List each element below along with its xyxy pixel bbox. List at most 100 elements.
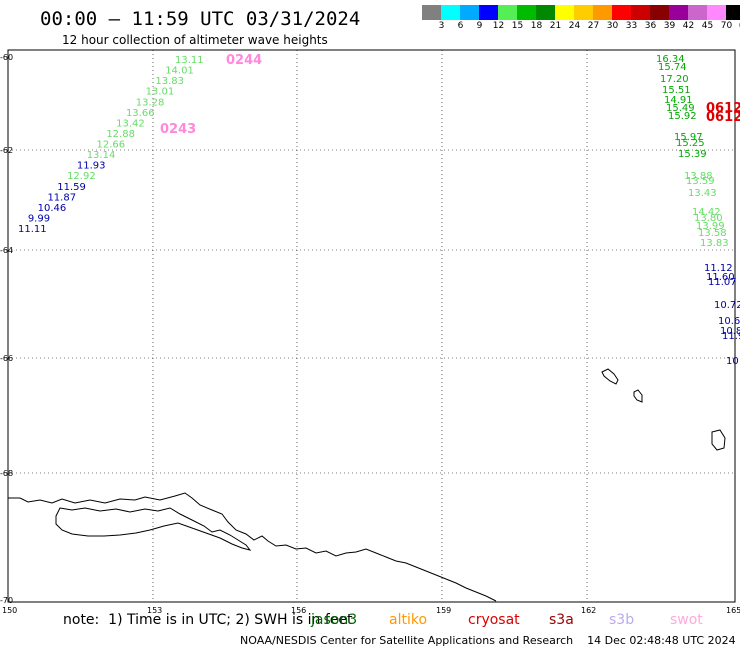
wave-height-label: 13.88 <box>684 171 713 182</box>
lat-tick-label: -70 <box>0 596 13 605</box>
color-scale-tick: 18 <box>530 21 543 31</box>
antarctic-coastline <box>8 492 497 602</box>
wave-height-label: 15.74 <box>658 62 687 73</box>
island-1 <box>601 368 619 385</box>
satellite-legend-jason3: jason3 <box>311 612 358 628</box>
color-scale-swatch <box>707 5 726 20</box>
color-scale-unit: (ft) <box>736 21 740 31</box>
satellite-legend-altiko: altiko <box>389 612 428 628</box>
wave-height-label: 15.51 <box>662 85 691 96</box>
wave-height-label: 10.8 <box>720 326 740 337</box>
color-scale-tick: 15 <box>511 21 524 31</box>
wave-height-label: 13.80 <box>694 213 723 224</box>
wave-height-label: 14.42 <box>692 207 721 218</box>
island-3 <box>711 429 726 451</box>
wave-height-label: 16.34 <box>656 54 685 65</box>
lon-tick-label: 156 <box>291 606 306 615</box>
wave-height-label: 13.14 <box>87 150 116 161</box>
color-scale-tick: 42 <box>682 21 695 31</box>
wave-height-label: 15.25 <box>676 138 705 149</box>
lat-tick-label: -66 <box>0 354 13 363</box>
color-scale-swatch <box>688 5 707 20</box>
wave-height-label: 13.59 <box>686 176 715 187</box>
color-scale-tick: 3 <box>438 21 445 31</box>
color-scale-swatch <box>498 5 517 20</box>
satellite-legend-s3b: s3b <box>609 612 635 628</box>
pass-time-label: 0244 <box>226 53 262 68</box>
color-scale-swatch <box>479 5 498 20</box>
lat-tick-label: -62 <box>0 146 13 155</box>
color-scale-swatch <box>574 5 593 20</box>
lat-tick-label: -64 <box>0 246 13 255</box>
lon-tick-label: 159 <box>436 606 451 615</box>
wave-height-label: 15.92 <box>668 111 697 122</box>
map-frame <box>7 49 736 603</box>
wave-height-label: 13.83 <box>155 76 184 87</box>
color-scale-swatch <box>517 5 536 20</box>
color-scale-tick: 45 <box>701 21 714 31</box>
wave-height-label: 9.99 <box>28 213 50 224</box>
color-scale-tick: 30 <box>606 21 619 31</box>
wave-height-label: 11.12 <box>704 263 733 274</box>
color-scale-tick: 21 <box>549 21 562 31</box>
color-scale-tick: 70 <box>720 21 733 31</box>
wave-height-label: 13.42 <box>116 118 145 129</box>
wave-height-label: 10.72 <box>714 300 740 311</box>
wave-height-label: 14.91 <box>664 95 693 106</box>
lon-tick-label: 165 <box>726 606 740 615</box>
color-scale-tick: 36 <box>644 21 657 31</box>
wave-height-label: 13.66 <box>126 108 155 119</box>
color-scale-bar <box>422 5 740 20</box>
wave-height-label: 10 <box>726 356 739 367</box>
wave-height-label: 11.59 <box>57 182 86 193</box>
island-2 <box>633 389 643 403</box>
color-scale-swatch <box>555 5 574 20</box>
satellite-legend-cryosat: cryosat <box>468 612 520 628</box>
wave-height-label: 13.01 <box>146 87 175 98</box>
color-scale-swatch <box>669 5 688 20</box>
color-scale-swatch <box>536 5 555 20</box>
wave-height-label: 10.46 <box>38 203 67 214</box>
lat-tick-label: -68 <box>0 469 13 478</box>
color-scale-tick: 24 <box>568 21 581 31</box>
color-scale-swatch <box>726 5 740 20</box>
altimeter-tracks: 13.1114.0113.8313.0113.2813.6613.4212.88… <box>18 53 740 367</box>
wave-height-label: 13.28 <box>136 97 165 108</box>
color-scale-tick: 6 <box>457 21 464 31</box>
wave-height-label: 12.88 <box>106 129 135 140</box>
color-scale-swatch <box>593 5 612 20</box>
wave-height-label: 12.66 <box>97 140 126 151</box>
color-scale-tick: 33 <box>625 21 638 31</box>
wave-height-label: 11.07 <box>708 277 737 288</box>
pass-time-label: 0612 <box>706 101 740 116</box>
wave-height-label: 13.11 <box>175 55 204 66</box>
lat-tick-label: -60 <box>0 53 13 62</box>
wave-height-label: 11.60 <box>706 272 735 283</box>
wave-height-label: 11.11 <box>18 224 47 235</box>
pass-time-label: 0243 <box>160 122 196 137</box>
color-scale-tick: 27 <box>587 21 600 31</box>
wave-height-label: 11.93 <box>77 161 106 172</box>
wave-height-label: 14.01 <box>165 66 194 77</box>
wave-height-label: 15.39 <box>678 149 707 160</box>
color-scale-tick: 9 <box>476 21 483 31</box>
wave-height-label: 11.9 <box>722 331 740 342</box>
map-subtitle: 12 hour collection of altimeter wave hei… <box>62 33 328 47</box>
wave-height-label: 15.49 <box>666 103 695 114</box>
wave-height-label: 13.99 <box>696 221 725 232</box>
satellite-legend-swot: swot <box>670 612 703 628</box>
color-scale-swatch <box>650 5 669 20</box>
wave-height-label: 12.92 <box>67 171 96 182</box>
pass-time-label: 0612 <box>706 110 740 125</box>
note-text: note: 1) Time is in UTC; 2) SWH is in fe… <box>63 612 353 628</box>
lon-tick-label: 162 <box>581 606 596 615</box>
map-title: 00:00 – 11:59 UTC 03/31/2024 <box>40 8 361 30</box>
antarctic-inlet <box>55 507 252 551</box>
lon-tick-label: 153 <box>147 606 162 615</box>
color-scale-tick: 12 <box>492 21 505 31</box>
color-scale-swatch <box>612 5 631 20</box>
wave-height-label: 13.43 <box>688 188 717 199</box>
color-scale-tick: 39 <box>663 21 676 31</box>
wave-height-label: 13.58 <box>698 228 727 239</box>
